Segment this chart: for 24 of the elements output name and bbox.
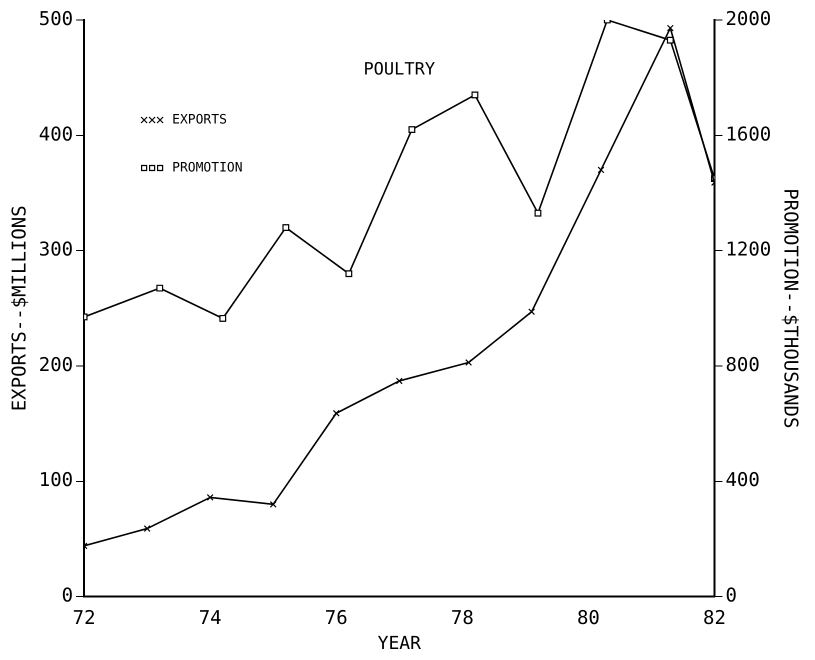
y2-tick-label: 2000 <box>725 8 772 30</box>
x-tick-label: 80 <box>576 606 600 629</box>
x-axis-title: YEAR <box>378 632 422 654</box>
y-tick-label: 0 <box>62 584 74 607</box>
y2-tick-label: 0 <box>725 584 737 607</box>
x-tick-label: 74 <box>198 606 222 629</box>
y-tick-label: 100 <box>38 469 74 492</box>
y-axis-title: EXPORTS--$MILLIONS <box>8 205 30 412</box>
y-tick-label: 300 <box>38 238 74 261</box>
y2-tick-label: 800 <box>725 354 760 376</box>
y2-axis-title: PROMOTION--$THOUSANDS <box>780 188 802 428</box>
y-tick-label: 200 <box>38 354 74 376</box>
y2-tick-label: 1600 <box>725 123 772 146</box>
text: POULTRY <box>363 59 436 80</box>
x-tick-label: 72 <box>72 606 96 629</box>
legend-label: PROMOTION <box>172 160 243 176</box>
y2-tick-label: 400 <box>725 469 760 492</box>
legend-label: EXPORTS <box>172 112 227 128</box>
x-tick-label: 76 <box>324 606 348 629</box>
y2-tick-label: 1200 <box>725 238 772 261</box>
x-tick-label: 82 <box>703 606 726 629</box>
y-tick-label: 400 <box>38 123 74 146</box>
x-tick-label: 78 <box>450 606 474 629</box>
y-tick-label: 500 <box>38 8 74 30</box>
